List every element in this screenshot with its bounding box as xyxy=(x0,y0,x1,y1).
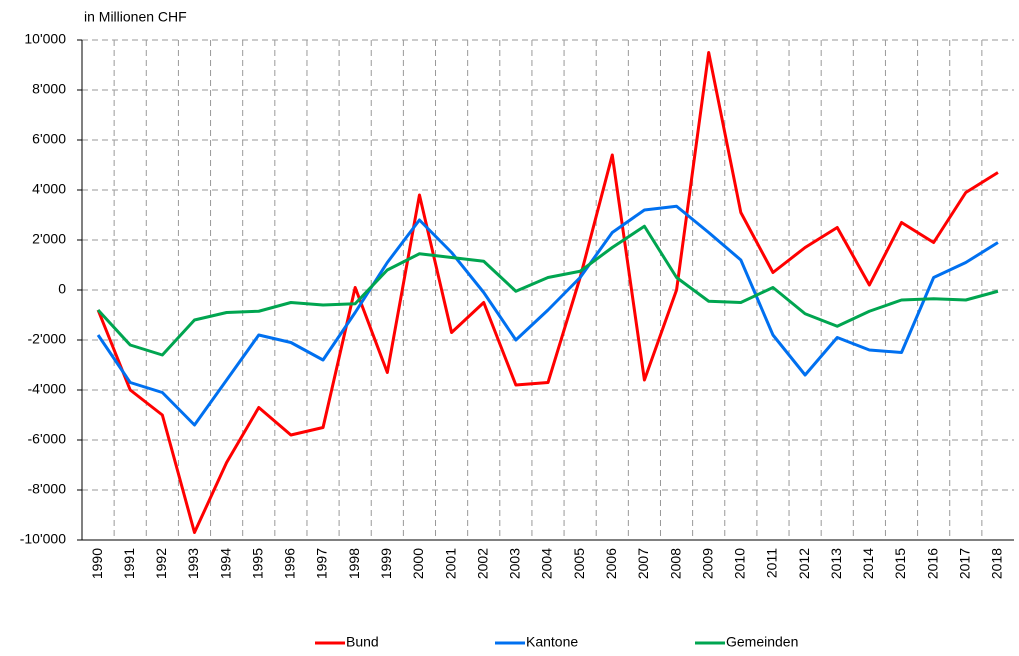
y-tick-label: 4'000 xyxy=(32,181,66,197)
y-tick-label: 2'000 xyxy=(32,231,66,247)
x-tick-label: 2018 xyxy=(989,548,1005,579)
x-tick-label: 2017 xyxy=(956,548,972,579)
x-tick-label: 1991 xyxy=(121,548,137,579)
x-tick-label: 2013 xyxy=(828,548,844,579)
x-tick-label: 2005 xyxy=(571,548,587,579)
x-tick-label: 2009 xyxy=(699,548,715,579)
x-tick-label: 2010 xyxy=(732,548,748,579)
y-tick-label: -8'000 xyxy=(28,481,67,497)
y-tick-label: -6'000 xyxy=(28,431,67,447)
x-tick-label: 2006 xyxy=(603,548,619,579)
x-tick-label: 2015 xyxy=(892,548,908,579)
x-tick-label: 1994 xyxy=(217,548,233,579)
x-tick-label: 2011 xyxy=(764,548,780,578)
y-tick-label: 0 xyxy=(58,281,66,297)
x-tick-label: 1996 xyxy=(282,548,298,579)
legend-label: Kantone xyxy=(526,634,578,650)
x-tick-label: 2016 xyxy=(924,548,940,579)
x-tick-label: 2002 xyxy=(474,548,490,579)
line xyxy=(96,204,999,427)
x-tick-label: 1993 xyxy=(185,548,201,579)
legend-label: Gemeinden xyxy=(726,634,798,650)
legend-label: Bund xyxy=(346,634,379,650)
x-tick-label: 2014 xyxy=(860,548,876,579)
x-tick-label: 2007 xyxy=(635,548,651,579)
x-tick-label: 2004 xyxy=(539,548,555,579)
y-tick-label: 8'000 xyxy=(32,81,66,97)
x-tick-label: 1997 xyxy=(314,548,330,579)
x-tick-label: 1999 xyxy=(378,548,394,579)
x-tick-label: 2008 xyxy=(667,548,683,579)
x-tick-label: 1992 xyxy=(153,548,169,579)
y-tick-label: -10'000 xyxy=(20,531,66,547)
y-tick-label: -4'000 xyxy=(28,381,67,397)
y-tick-label: -2'000 xyxy=(28,331,67,347)
x-tick-label: 2012 xyxy=(796,548,812,579)
y-axis-label: in Millionen CHF xyxy=(84,9,187,25)
x-tick-label: 1995 xyxy=(249,548,265,579)
line xyxy=(96,51,999,534)
line xyxy=(96,224,999,357)
x-tick-label: 2001 xyxy=(442,548,458,579)
x-tick-label: 1998 xyxy=(346,548,362,579)
x-tick-label: 2000 xyxy=(410,548,426,579)
y-tick-label: 6'000 xyxy=(32,131,66,147)
x-tick-label: 2003 xyxy=(507,548,523,579)
y-tick-label: 10'000 xyxy=(24,31,66,47)
x-tick-label: 1990 xyxy=(89,548,105,579)
